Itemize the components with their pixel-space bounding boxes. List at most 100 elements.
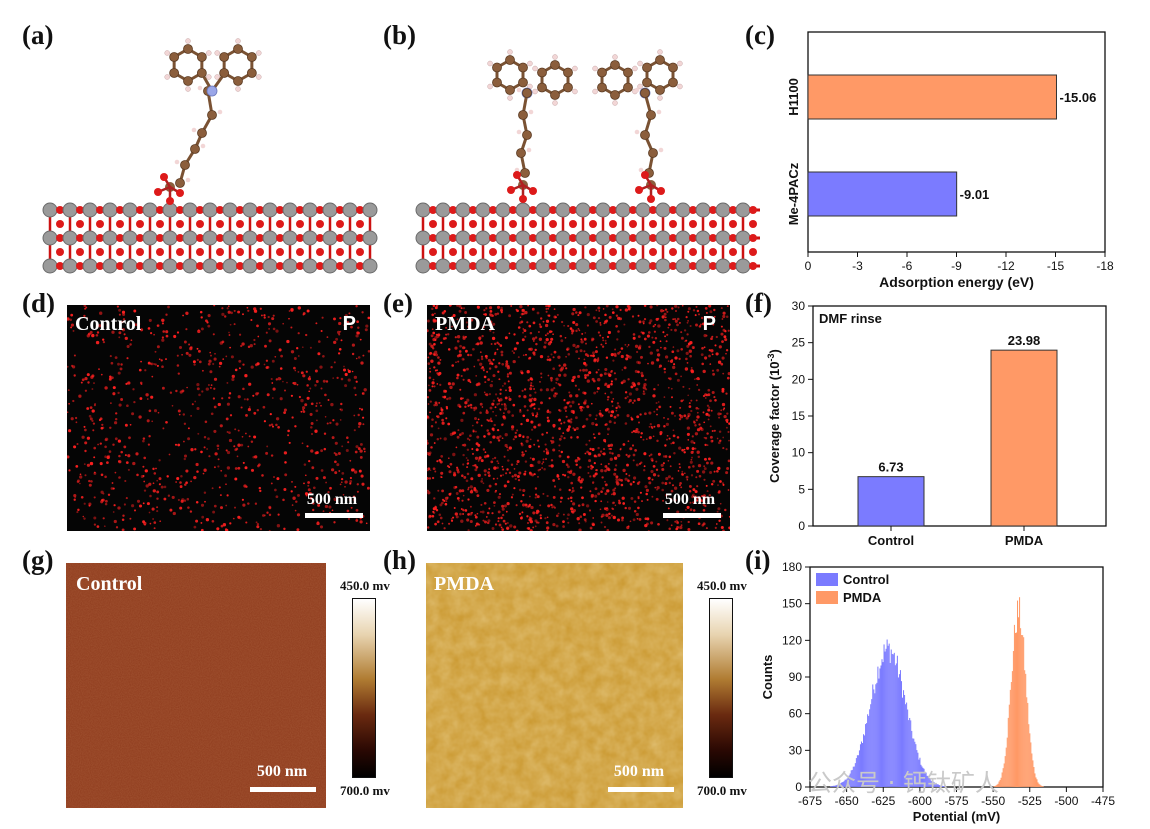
- eds-dot: [286, 339, 290, 344]
- eds-dot: [704, 393, 708, 397]
- eds-dot: [428, 342, 432, 346]
- eds-dot: [250, 440, 254, 443]
- eds-dot: [672, 434, 676, 438]
- eds-dot: [562, 473, 565, 476]
- eds-dot: [590, 464, 593, 468]
- eds-dot: [586, 373, 590, 377]
- eds-dot: [146, 419, 150, 423]
- hist-bin-control: [844, 779, 846, 787]
- eds-dot: [467, 488, 470, 491]
- oxygen-atom: [449, 220, 457, 228]
- eds-dot: [686, 446, 690, 450]
- hydrogen-atom: [206, 74, 212, 80]
- eds-dot: [342, 368, 347, 372]
- eds-dot: [153, 333, 155, 336]
- eds-dot: [271, 382, 274, 384]
- eds-dot: [522, 494, 525, 497]
- eds-dot: [668, 437, 671, 440]
- oxygen-atom: [296, 206, 304, 214]
- eds-dot: [462, 411, 466, 415]
- eds-dot: [656, 488, 658, 491]
- eds-dot: [700, 353, 704, 357]
- oxygen-atom: [429, 262, 437, 270]
- eds-dot: [326, 422, 329, 425]
- eds-dot: [462, 378, 465, 381]
- hist-bin-control: [858, 750, 860, 787]
- eds-dot: [365, 522, 368, 525]
- eds-dot: [512, 438, 515, 441]
- eds-dot: [626, 414, 630, 418]
- eds-dot: [640, 436, 642, 439]
- eds-dot: [201, 515, 205, 519]
- eds-dot: [642, 468, 646, 472]
- hydrogen-atom: [206, 50, 212, 56]
- eds-dot: [493, 466, 497, 470]
- eds-dot: [275, 329, 279, 333]
- eds-dot: [436, 372, 439, 375]
- eds-dot: [507, 410, 511, 414]
- eds-dot: [109, 355, 112, 358]
- eds-dot: [582, 513, 586, 516]
- eds-dot: [624, 506, 627, 510]
- eds-dot: [610, 514, 613, 517]
- eds-dot: [290, 308, 294, 312]
- eds-dot: [546, 494, 549, 498]
- panel-label-i: (i): [745, 545, 771, 575]
- eds-dot: [476, 421, 479, 424]
- eds-dot: [197, 349, 201, 353]
- eds-dot: [363, 447, 366, 451]
- eds-dot: [441, 311, 445, 315]
- eds-dot: [511, 475, 514, 478]
- eds-dot: [339, 483, 342, 486]
- eds-dot: [670, 328, 673, 331]
- eds-dot: [264, 344, 267, 348]
- eds-dot: [503, 403, 506, 406]
- scale-text-h: 500 nm: [613, 763, 665, 780]
- hist-bin-control: [931, 781, 933, 787]
- eds-dot: [591, 447, 595, 452]
- eds-dot: [625, 354, 629, 357]
- eds-dot: [695, 323, 698, 327]
- eds-dot: [169, 391, 173, 394]
- eds-dot: [185, 328, 188, 331]
- oxygen-atom: [469, 220, 477, 228]
- eds-dot: [620, 347, 624, 350]
- eds-dot: [296, 513, 301, 517]
- eds-dot: [437, 356, 440, 359]
- eds-dot: [624, 308, 629, 312]
- eds-dot: [594, 487, 598, 491]
- eds-dot: [699, 323, 702, 326]
- eds-dot: [277, 513, 280, 516]
- eds-dot: [247, 345, 251, 349]
- eds-dot: [355, 380, 358, 383]
- eds-dot: [606, 489, 610, 493]
- eds-dot: [271, 359, 275, 363]
- eds-dot: [715, 352, 719, 356]
- eds-dot: [213, 357, 217, 361]
- eds-dot: [633, 399, 636, 402]
- eds-dot: [480, 503, 483, 506]
- eds-dot: [351, 352, 355, 356]
- eds-dot: [274, 355, 277, 358]
- eds-dot: [487, 519, 491, 523]
- oxygen-atom: [469, 248, 477, 256]
- hist-bin-control: [896, 655, 898, 787]
- eds-dot: [604, 392, 607, 395]
- hydrogen-atom: [164, 50, 170, 56]
- eds-dot: [219, 494, 222, 497]
- eds-dot: [614, 504, 617, 507]
- eds-dot: [359, 338, 362, 341]
- eds-dot: [612, 398, 615, 400]
- eds-dot: [207, 324, 211, 328]
- eds-dot: [179, 481, 182, 484]
- hist-bin-control: [941, 785, 944, 787]
- eds-dot: [143, 489, 147, 492]
- eds-dot: [462, 335, 465, 338]
- hist-bin-control: [865, 724, 867, 787]
- eds-dot: [696, 428, 701, 432]
- eds-dot: [148, 511, 151, 514]
- eds-dot: [547, 409, 550, 412]
- eds-dot: [636, 360, 640, 364]
- eds-dot: [523, 329, 527, 333]
- eds-dot: [695, 305, 698, 308]
